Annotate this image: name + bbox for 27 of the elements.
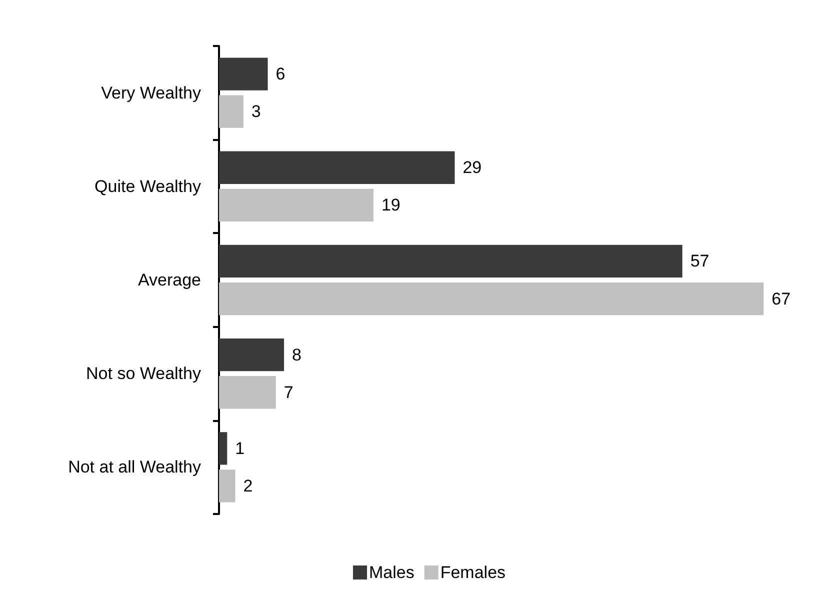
- y-tick-label: Not at all Wealthy: [68, 458, 202, 477]
- y-tick-label: Quite Wealthy: [94, 176, 202, 196]
- data-label: 19: [381, 196, 400, 215]
- y-tick-label: Not so Wealthy: [86, 364, 202, 384]
- bar: [219, 58, 268, 90]
- legend-label: Females: [440, 563, 506, 582]
- data-label: 29: [462, 158, 482, 178]
- y-tick-label: Average: [138, 270, 201, 290]
- bar: [219, 244, 682, 278]
- data-label: 3: [251, 102, 261, 122]
- data-label: 6: [276, 64, 286, 84]
- data-label: 67: [772, 289, 791, 308]
- data-label: 8: [292, 345, 302, 364]
- bar: [219, 338, 284, 372]
- bar: [219, 95, 244, 128]
- y-tick-label: Very Wealthy: [101, 83, 202, 102]
- bar: [219, 188, 374, 222]
- data-label: 7: [284, 382, 294, 402]
- bar: [219, 470, 236, 502]
- bar: [219, 282, 764, 316]
- bar: [219, 432, 228, 465]
- legend-label: Males: [369, 563, 414, 582]
- bar: [219, 376, 276, 409]
- bar: [219, 151, 455, 184]
- data-label: 57: [690, 252, 710, 271]
- data-label: 2: [243, 476, 253, 496]
- data-label: 1: [235, 438, 245, 458]
